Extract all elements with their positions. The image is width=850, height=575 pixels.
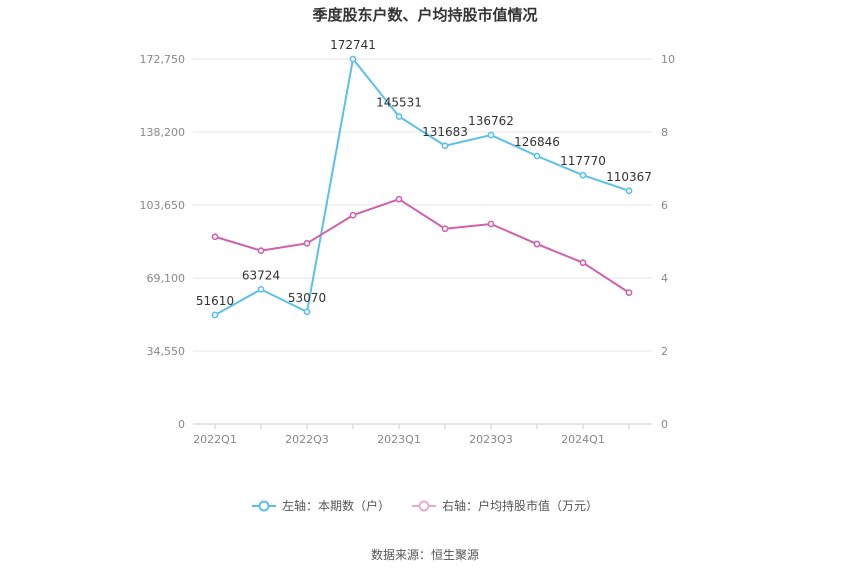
left-axis-tick-label: 172,750 bbox=[140, 53, 186, 66]
right-axis-ticks: 0 2 4 6 8 10 bbox=[661, 53, 675, 431]
data-point[interactable] bbox=[487, 220, 495, 228]
series-layer: 5161063724530701727411455311316831367621… bbox=[196, 38, 652, 319]
right-axis-tick-label: 4 bbox=[661, 272, 668, 285]
data-point[interactable] bbox=[441, 142, 449, 150]
right-axis-tick-label: 2 bbox=[661, 345, 668, 358]
data-label: 51610 bbox=[196, 294, 234, 308]
data-point[interactable] bbox=[349, 55, 357, 63]
x-axis-tick-label: 2024Q1 bbox=[561, 433, 605, 446]
data-point[interactable] bbox=[625, 289, 633, 296]
series-line-1 bbox=[214, 198, 630, 294]
data-point[interactable] bbox=[579, 259, 587, 267]
right-axis-tick-label: 0 bbox=[661, 418, 668, 431]
left-axis-tick-label: 69,100 bbox=[147, 272, 186, 285]
data-point[interactable] bbox=[211, 233, 219, 241]
data-point[interactable] bbox=[441, 225, 449, 233]
data-point[interactable] bbox=[303, 239, 311, 247]
data-point[interactable] bbox=[349, 211, 357, 219]
data-point[interactable] bbox=[487, 131, 495, 139]
x-axis-tick-label: 2023Q1 bbox=[377, 433, 421, 446]
left-axis-tick-label: 34,550 bbox=[147, 345, 186, 358]
data-label: 110367 bbox=[606, 170, 652, 184]
legend-line-icon bbox=[251, 500, 276, 511]
data-point[interactable] bbox=[395, 195, 403, 203]
left-axis-ticks: 0 34,550 69,100 103,650 138,200 172,750 bbox=[140, 53, 186, 431]
chart-title: 季度股东户数、户均持股市值情况 bbox=[312, 6, 538, 24]
left-axis-tick-label: 138,200 bbox=[140, 126, 186, 139]
data-point[interactable] bbox=[257, 285, 265, 293]
data-point[interactable] bbox=[579, 171, 587, 179]
data-label: 53070 bbox=[288, 291, 326, 305]
data-label: 63724 bbox=[242, 268, 280, 282]
data-point[interactable] bbox=[625, 187, 633, 195]
left-axis-tick-label: 0 bbox=[178, 418, 185, 431]
data-point[interactable] bbox=[257, 247, 265, 255]
data-source: 数据来源：恒生聚源 bbox=[370, 548, 479, 562]
x-axis-ticks: 2022Q1 2022Q3 2023Q1 2023Q3 2024Q1 bbox=[193, 424, 630, 446]
series-line-0 bbox=[214, 58, 630, 316]
data-point[interactable] bbox=[303, 308, 311, 316]
data-label: 126846 bbox=[514, 135, 560, 149]
legend-item-avg-value[interactable]: 右轴：户均持股市值（万元） bbox=[412, 497, 598, 514]
right-axis-tick-label: 8 bbox=[661, 126, 668, 139]
legend-line-icon bbox=[412, 500, 436, 511]
data-label: 131683 bbox=[422, 125, 468, 139]
legend-label-households: 左轴：本期数（户） bbox=[281, 499, 390, 513]
data-point[interactable] bbox=[533, 152, 541, 160]
data-point[interactable] bbox=[395, 113, 403, 120]
data-point[interactable] bbox=[533, 240, 541, 248]
data-label: 145531 bbox=[376, 96, 422, 110]
data-label: 136762 bbox=[468, 114, 514, 128]
right-axis-tick-label: 6 bbox=[661, 199, 668, 212]
x-axis-tick-label: 2022Q3 bbox=[285, 433, 329, 446]
grid-lines bbox=[193, 58, 652, 425]
legend-item-households[interactable]: 左轴：本期数（户） bbox=[251, 497, 390, 514]
data-label: 117770 bbox=[560, 154, 606, 168]
left-axis-tick-label: 103,650 bbox=[140, 199, 186, 212]
right-axis-tick-label: 10 bbox=[661, 53, 675, 66]
data-label: 172741 bbox=[330, 38, 376, 52]
legend-label-avg-value: 右轴：户均持股市值（万元） bbox=[442, 499, 599, 513]
legend: 左轴：本期数（户） 右轴：户均持股市值（万元） bbox=[0, 497, 850, 514]
x-axis-tick-label: 2023Q3 bbox=[469, 433, 513, 446]
x-axis-tick-label: 2022Q1 bbox=[193, 433, 237, 446]
data-point[interactable] bbox=[211, 311, 219, 319]
